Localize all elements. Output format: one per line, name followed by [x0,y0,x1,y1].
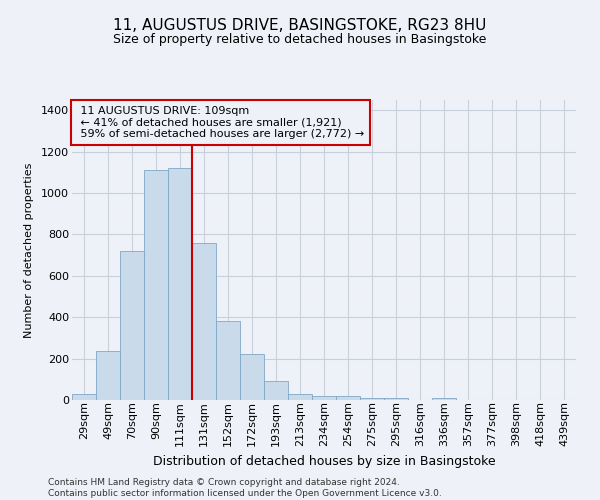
Bar [96,352,120,400]
Bar [72,394,96,400]
Y-axis label: Number of detached properties: Number of detached properties [24,162,34,338]
Bar [144,170,168,400]
Bar [240,354,264,400]
X-axis label: Distribution of detached houses by size in Basingstoke: Distribution of detached houses by size … [152,454,496,468]
Text: Contains HM Land Registry data © Crown copyright and database right 2024.
Contai: Contains HM Land Registry data © Crown c… [48,478,442,498]
Bar [384,398,408,400]
Text: 11, AUGUSTUS DRIVE, BASINGSTOKE, RG23 8HU: 11, AUGUSTUS DRIVE, BASINGSTOKE, RG23 8H… [113,18,487,32]
Bar [168,168,192,400]
Bar [288,394,312,400]
Text: Size of property relative to detached houses in Basingstoke: Size of property relative to detached ho… [113,32,487,46]
Bar [432,398,456,400]
Bar [216,322,240,400]
Text: 11 AUGUSTUS DRIVE: 109sqm
 ← 41% of detached houses are smaller (1,921)
 59% of : 11 AUGUSTUS DRIVE: 109sqm ← 41% of detac… [77,106,364,139]
Bar [192,243,216,400]
Bar [264,382,288,400]
Bar [360,398,384,400]
Bar [336,396,360,400]
Bar [120,251,144,400]
Bar [312,396,336,400]
